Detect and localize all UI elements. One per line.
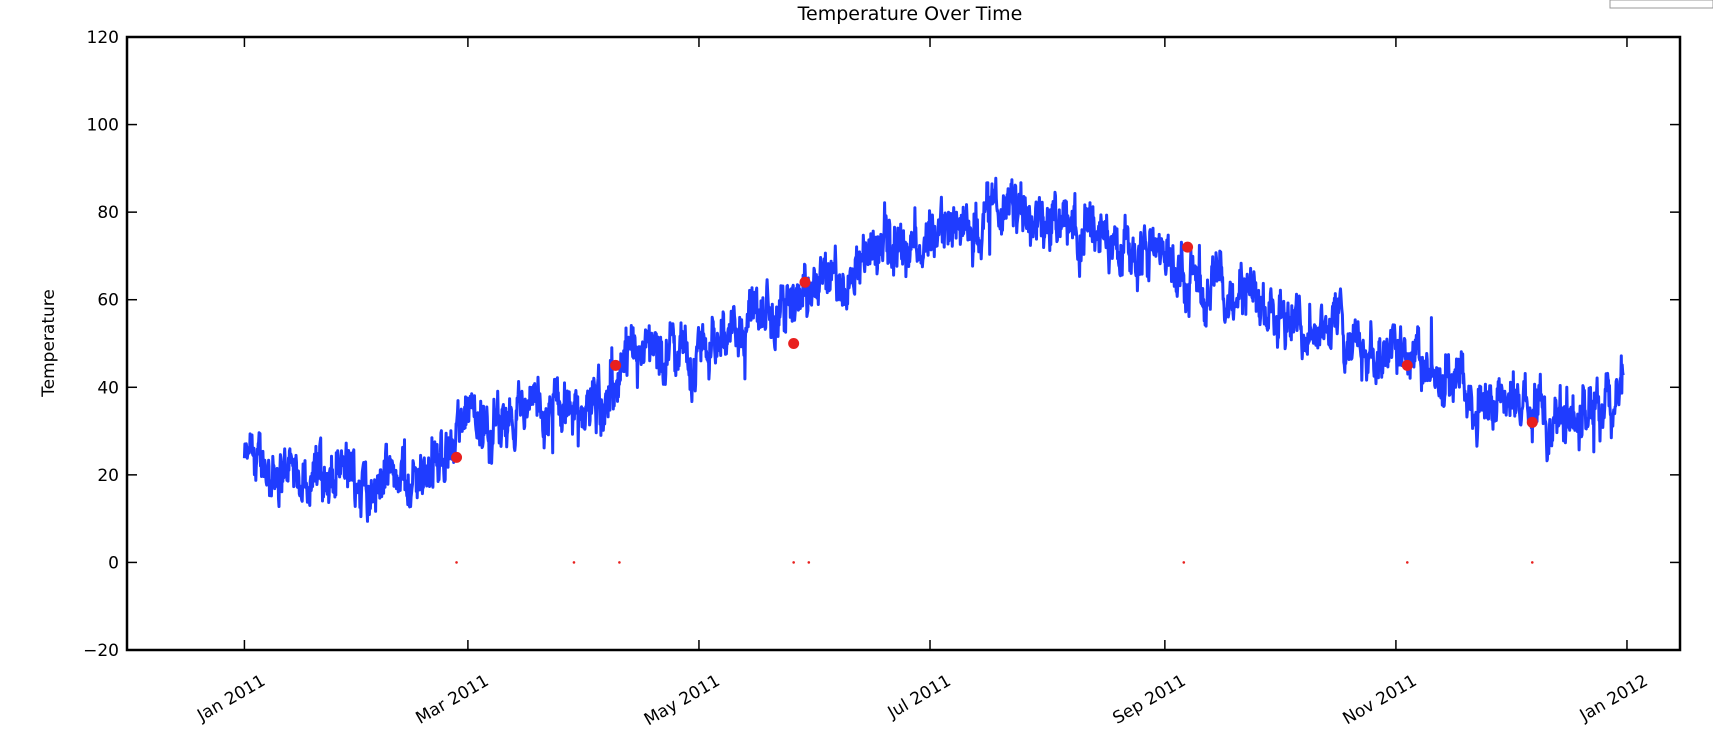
anomaly-marker — [451, 451, 463, 463]
y-axis: −20 0 20 40 60 80 100 120 — [83, 28, 1680, 661]
baseline-dot — [1405, 561, 1409, 564]
y-tick-label: 60 — [97, 291, 119, 311]
temperature-series-line — [242, 176, 1625, 523]
anomaly-marker — [1401, 359, 1413, 371]
y-axis-title: Temperature — [39, 289, 59, 398]
chart-title: Temperature Over Time — [797, 3, 1023, 25]
plot-frame — [125, 35, 1682, 652]
anomaly-marker — [799, 276, 811, 288]
y-tick-label: 100 — [87, 116, 119, 136]
anomaly-marker — [1526, 416, 1538, 428]
y-tick-label: −20 — [83, 641, 119, 661]
y-tick-label: 120 — [87, 28, 119, 48]
x-axis: Jan 2011 Mar 2011 May 2011 Jul 2011 Sep 2011… — [193, 37, 1651, 730]
baseline-dot — [455, 561, 458, 564]
anomaly-marker — [610, 359, 622, 371]
baseline-dot — [792, 561, 795, 564]
y-tick-label: 80 — [97, 203, 119, 223]
baseline-dot — [572, 561, 576, 564]
x-tick-label: Nov 2011 — [1340, 671, 1421, 729]
x-tick-label: Jul 2011 — [884, 671, 955, 723]
anomaly-marker — [788, 338, 800, 349]
anomaly-marker — [1182, 241, 1194, 253]
x-tick-label: Jan 2012 — [1576, 671, 1652, 726]
baseline-dot — [807, 561, 811, 564]
x-tick-label: Jan 2011 — [193, 671, 269, 726]
y-tick-label: 20 — [97, 466, 119, 486]
baseline-dot — [618, 561, 621, 564]
series-layer — [242, 176, 1625, 564]
legend-box-fragment — [1609, 0, 1713, 9]
x-tick-label: Mar 2011 — [412, 671, 492, 729]
x-tick-label: Sep 2011 — [1109, 671, 1189, 729]
x-tick-label: May 2011 — [641, 671, 724, 730]
baseline-dot — [1530, 561, 1534, 564]
baseline-dot — [1182, 561, 1186, 564]
y-tick-label: 40 — [97, 378, 119, 398]
y-tick-label: 0 — [108, 553, 119, 573]
